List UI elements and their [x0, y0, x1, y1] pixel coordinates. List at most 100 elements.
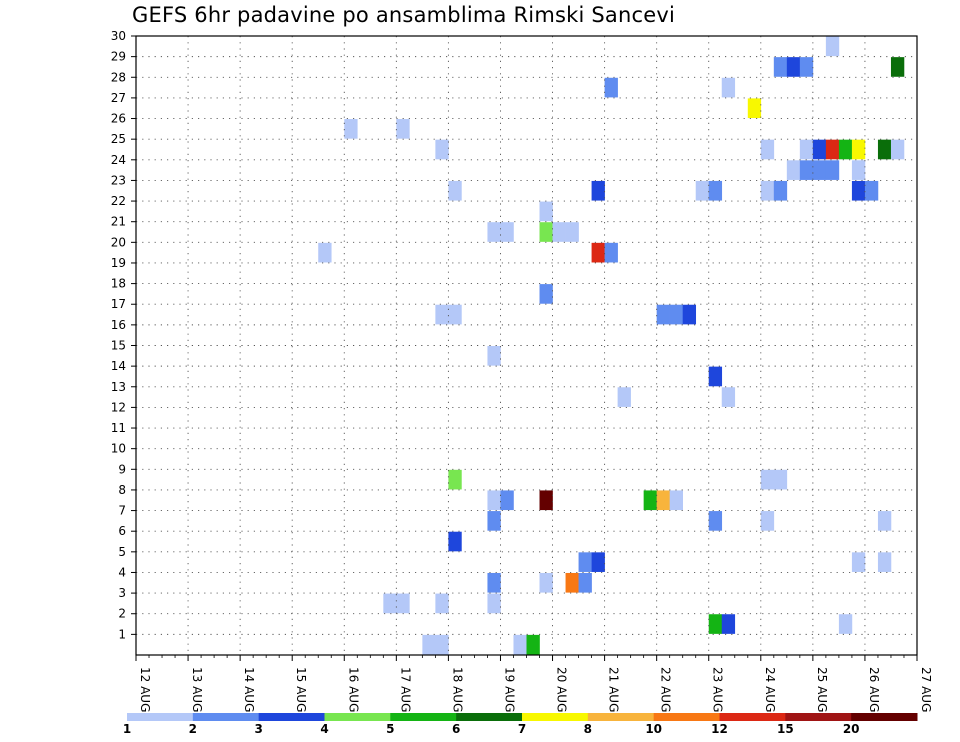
heatmap-cell — [383, 593, 397, 614]
heatmap-cell — [669, 490, 683, 511]
heatmap-cell — [526, 634, 540, 655]
heatmap-cell — [669, 304, 683, 325]
heatmap-cell — [565, 572, 579, 593]
colorbar-segment — [719, 713, 786, 721]
heatmap-cell — [500, 222, 514, 242]
heatmap-cell — [877, 552, 892, 572]
y-tick-label: 21 — [111, 215, 126, 229]
colorbar-label: 10 — [645, 722, 662, 736]
y-tick-label: 11 — [111, 421, 126, 435]
y-tick-label: 23 — [111, 173, 126, 187]
heatmap-cell — [838, 139, 853, 160]
heatmap-cell — [721, 77, 736, 98]
y-tick-label: 14 — [111, 359, 126, 373]
heatmap-cell — [799, 139, 814, 160]
heatmap-cell — [539, 490, 553, 511]
heatmap-cell — [396, 119, 410, 139]
x-tick-label: 17 AUG — [398, 667, 412, 712]
x-tick-label: 12 AUG — [138, 667, 152, 712]
x-tick-label: 18 AUG — [450, 667, 464, 712]
colorbar-segment — [456, 713, 523, 721]
x-tick-label: 13 AUG — [190, 667, 204, 712]
grid-lines — [136, 36, 917, 655]
heatmap-cell — [448, 304, 462, 325]
x-axis: 12 AUG 13 AUG 14 AUG 15 AUG 16 AUG 17 AUG 18 A… — [135, 655, 933, 712]
heatmap-cell — [435, 634, 449, 655]
x-tick-label: 14 AUG — [242, 667, 256, 712]
y-tick-label: 12 — [111, 400, 126, 414]
heatmap-cell — [799, 160, 814, 180]
heatmap-cell — [448, 180, 462, 201]
y-tick-label: 9 — [118, 462, 126, 476]
heatmap-cell — [851, 180, 866, 201]
heatmap-cell — [487, 346, 501, 366]
heatmap-cell — [591, 242, 605, 263]
y-tick-label: 2 — [118, 607, 126, 621]
y-tick-label: 17 — [111, 297, 126, 311]
y-tick-label: 16 — [111, 318, 126, 332]
chart-title: GEFS 6hr padavine po ansamblima Rimski S… — [132, 3, 676, 27]
heatmap-cell — [760, 469, 775, 490]
heatmap-cell — [513, 634, 527, 655]
y-tick-label: 3 — [118, 586, 126, 600]
x-tick-label: 20 AUG — [555, 667, 569, 712]
colorbar-label: 7 — [518, 722, 526, 736]
y-tick-label: 15 — [111, 339, 126, 353]
colorbar-segment — [258, 713, 325, 721]
colorbar-segment — [522, 713, 589, 721]
heatmap-cell — [877, 511, 892, 531]
colorbar-label: 15 — [777, 722, 794, 736]
colorbar-segment — [192, 713, 260, 721]
y-tick-label: 4 — [118, 565, 126, 579]
x-tick-label: 15 AUG — [294, 667, 308, 712]
heatmap-cell — [604, 77, 618, 98]
heatmap-cell — [487, 490, 501, 511]
heatmap-cell — [396, 593, 410, 614]
heatmap-cell — [318, 242, 332, 263]
colorbar-label: 12 — [711, 722, 728, 736]
heatmap-cell — [565, 222, 579, 242]
heatmap-cell — [851, 160, 866, 180]
heatmap-cell — [838, 614, 853, 634]
heatmap-cell — [825, 36, 840, 57]
colorbar-segment — [390, 713, 457, 721]
y-tick-label: 26 — [111, 112, 126, 126]
heatmap-cell — [539, 572, 553, 593]
heatmap-cell — [487, 572, 501, 593]
y-tick-label: 22 — [111, 194, 126, 208]
x-tick-label: 26 AUG — [867, 667, 881, 712]
heatmap-cell — [825, 139, 840, 160]
heatmap-cell — [812, 160, 827, 180]
heatmap-cell — [695, 180, 710, 201]
colorbar-segment — [851, 713, 918, 721]
y-axis: 1234567891011121314151617181920212223242… — [111, 29, 136, 641]
heatmap-cell — [708, 180, 723, 201]
heatmap-cell — [890, 57, 905, 77]
heatmap-cell — [656, 304, 670, 325]
heatmap-cell — [760, 180, 775, 201]
colorbar-label: 6 — [452, 722, 460, 736]
heatmap-cell — [799, 57, 814, 77]
heatmap-cells — [318, 36, 905, 655]
heatmap-cell — [773, 469, 788, 490]
heatmap-cell — [851, 139, 866, 160]
heatmap-cell — [500, 490, 514, 511]
heatmap-cell — [643, 490, 657, 511]
colorbar-segment — [785, 713, 852, 721]
y-tick-label: 6 — [118, 524, 126, 538]
heatmap-cell — [682, 304, 697, 325]
heatmap-cell — [617, 387, 631, 407]
heatmap-cell — [747, 98, 762, 119]
y-tick-label: 7 — [118, 504, 126, 518]
heatmap-cell — [773, 180, 788, 201]
y-tick-label: 18 — [111, 277, 126, 291]
y-tick-label: 1 — [118, 627, 126, 641]
heatmap-cell — [708, 511, 723, 531]
colorbar-label: 5 — [386, 722, 394, 736]
x-tick-label: 21 AUG — [607, 667, 621, 712]
heatmap-cell — [422, 634, 436, 655]
heatmap-cell — [578, 572, 592, 593]
x-tick-label: 27 AUG — [919, 667, 933, 712]
colorbar-label: 1 — [123, 722, 131, 736]
